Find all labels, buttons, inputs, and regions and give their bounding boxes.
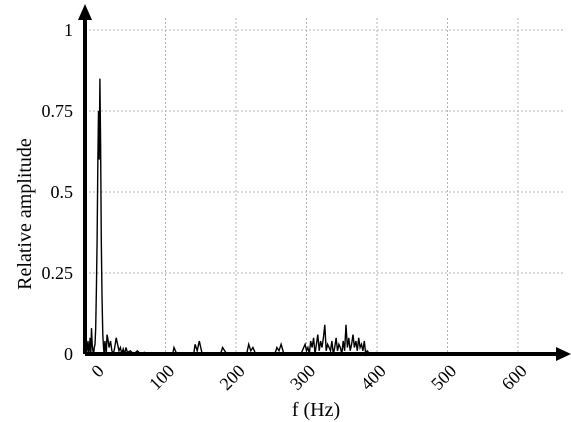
axes [78,4,571,361]
spectrum-series-line [85,78,406,357]
x-axis-arrowhead [556,347,571,361]
x-tick-label-100: 100 [145,361,178,394]
y-tick-label-0.5: 0.5 [51,182,74,202]
x-tick-label-200: 200 [216,361,249,394]
y-tick-label-0: 0 [64,344,73,364]
x-tick-label-500: 500 [427,361,460,394]
x-axis-title: f (Hz) [292,399,340,421]
x-tick-label-600: 600 [498,361,531,394]
x-tick-label-300: 300 [286,361,319,394]
y-tick-label-0.25: 0.25 [42,263,74,283]
y-tick-label-1: 1 [64,20,73,40]
x-tick-label-0: 0 [87,361,108,382]
tick-labels: 0 100 200 300 400 500 600 0 0.25 0.5 0.75 1 [42,20,531,394]
x-tick-label-400: 400 [357,361,390,394]
plot-area [85,78,406,357]
y-axis-arrowhead [78,4,92,20]
y-tick-label-0.75: 0.75 [42,101,74,121]
y-axis-title: Relative amplitude [14,138,36,290]
grid-lines [85,18,564,354]
